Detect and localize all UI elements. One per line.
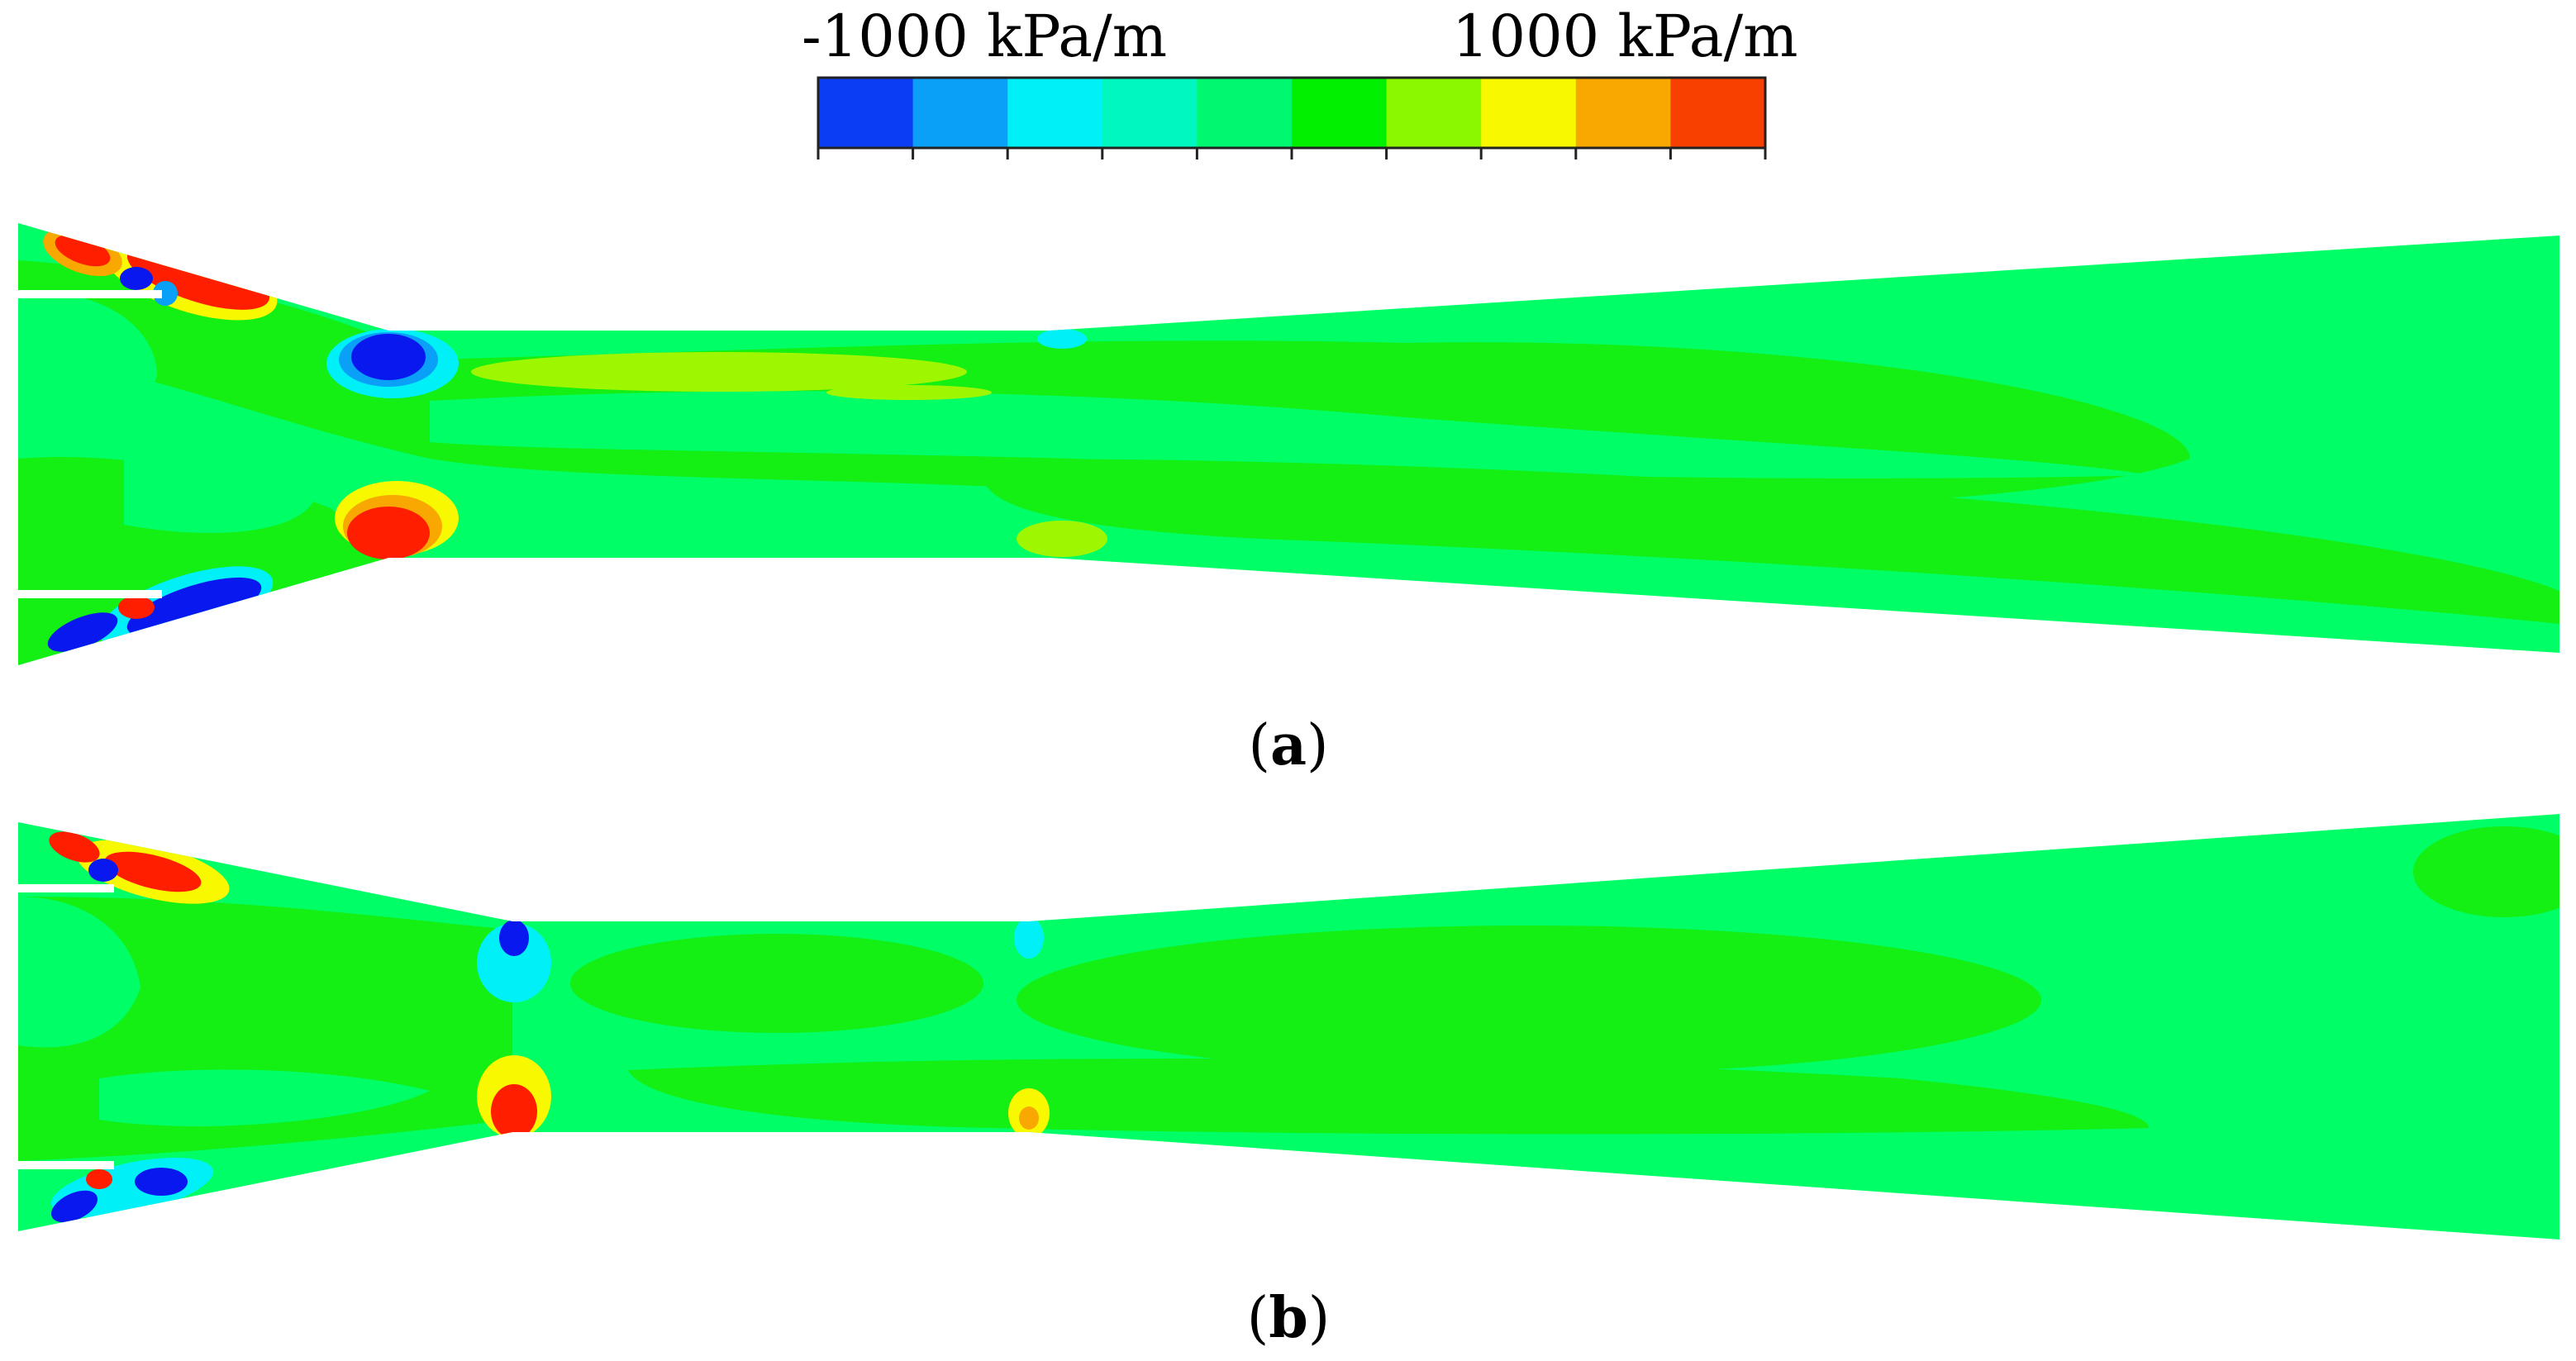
colorbar-bin bbox=[1386, 78, 1482, 148]
spot-cold-inlet-upper bbox=[120, 267, 153, 290]
streak-high-upper-2 bbox=[826, 385, 992, 400]
contour-panel-a bbox=[15, 223, 2559, 665]
panel-b-caption: (b) bbox=[1246, 1285, 1331, 1351]
field-region-mid-lower bbox=[628, 1059, 2149, 1135]
legend-min-label: -1000 kPa/m bbox=[802, 2, 1168, 70]
colorbar-bin bbox=[818, 78, 914, 148]
spot-hot-inlet-upper-2 bbox=[49, 831, 100, 863]
field-region-base-inlet bbox=[18, 897, 140, 1048]
spot-cyan-throat bbox=[1037, 329, 1087, 349]
spot-hot-entry-lower bbox=[347, 507, 430, 559]
spot-hot-entry-lower bbox=[491, 1084, 537, 1139]
spot-cold-inlet-lower-2 bbox=[50, 1190, 98, 1223]
nozzle-domain-a bbox=[18, 223, 2559, 665]
field-region-mid-outlet bbox=[2413, 826, 2559, 917]
inlet-plate-upper bbox=[15, 290, 162, 298]
colorbar-bin bbox=[1102, 78, 1198, 148]
field-region-mid-throat bbox=[570, 934, 983, 1033]
spot-cyan-entry-upper bbox=[477, 923, 551, 1002]
spot-hot-inlet-lower bbox=[118, 596, 155, 619]
legend-max-label: 1000 kPa/m bbox=[1452, 2, 1798, 70]
spot-cold-entry-upper bbox=[351, 334, 426, 380]
field-region-base-inlet bbox=[18, 292, 157, 412]
streak-high-upper bbox=[471, 352, 967, 392]
field-region-base-inlet-2 bbox=[124, 456, 314, 533]
panel-a-caption: (a) bbox=[1248, 712, 1329, 778]
inlet-plate-lower bbox=[15, 1161, 114, 1169]
spot-sky-inlet-upper bbox=[153, 281, 178, 306]
spot-cold-inlet-upper bbox=[88, 859, 118, 882]
colorbar-bin bbox=[1481, 78, 1577, 148]
nozzle-domain-b bbox=[18, 814, 2559, 1240]
inlet-plate-upper bbox=[15, 884, 114, 892]
colorbar-bin bbox=[1007, 78, 1103, 148]
colorbar-bin bbox=[1197, 78, 1293, 148]
spot-cold-entry-upper bbox=[499, 920, 529, 956]
spot-orange-throat-lower bbox=[1019, 1106, 1039, 1130]
colorbar-bin bbox=[1575, 78, 1671, 148]
spot-high-throat bbox=[1017, 521, 1107, 557]
spot-hot-inlet-lower bbox=[86, 1169, 112, 1189]
field-region-mid-diffuser bbox=[1017, 926, 2041, 1074]
inlet-plate-lower bbox=[15, 590, 162, 598]
spot-cold-inlet-lower bbox=[126, 577, 262, 638]
colorbar bbox=[817, 76, 1767, 159]
contour-panel-b bbox=[15, 814, 2559, 1240]
field-region-base-band bbox=[430, 391, 2149, 478]
spot-hot-inlet-upper bbox=[104, 851, 202, 892]
spot-cold-inlet-lower-2 bbox=[47, 612, 118, 652]
colorbar-bin bbox=[1292, 78, 1388, 148]
spot-cyan-throat bbox=[1014, 917, 1044, 959]
spot-cold-inlet-lower bbox=[135, 1168, 188, 1196]
field-region-mid-lower bbox=[983, 459, 2559, 624]
colorbar-bin bbox=[912, 78, 1008, 148]
colorbar-bin bbox=[1670, 78, 1766, 148]
field-region-base-inlet-2 bbox=[99, 1069, 430, 1126]
